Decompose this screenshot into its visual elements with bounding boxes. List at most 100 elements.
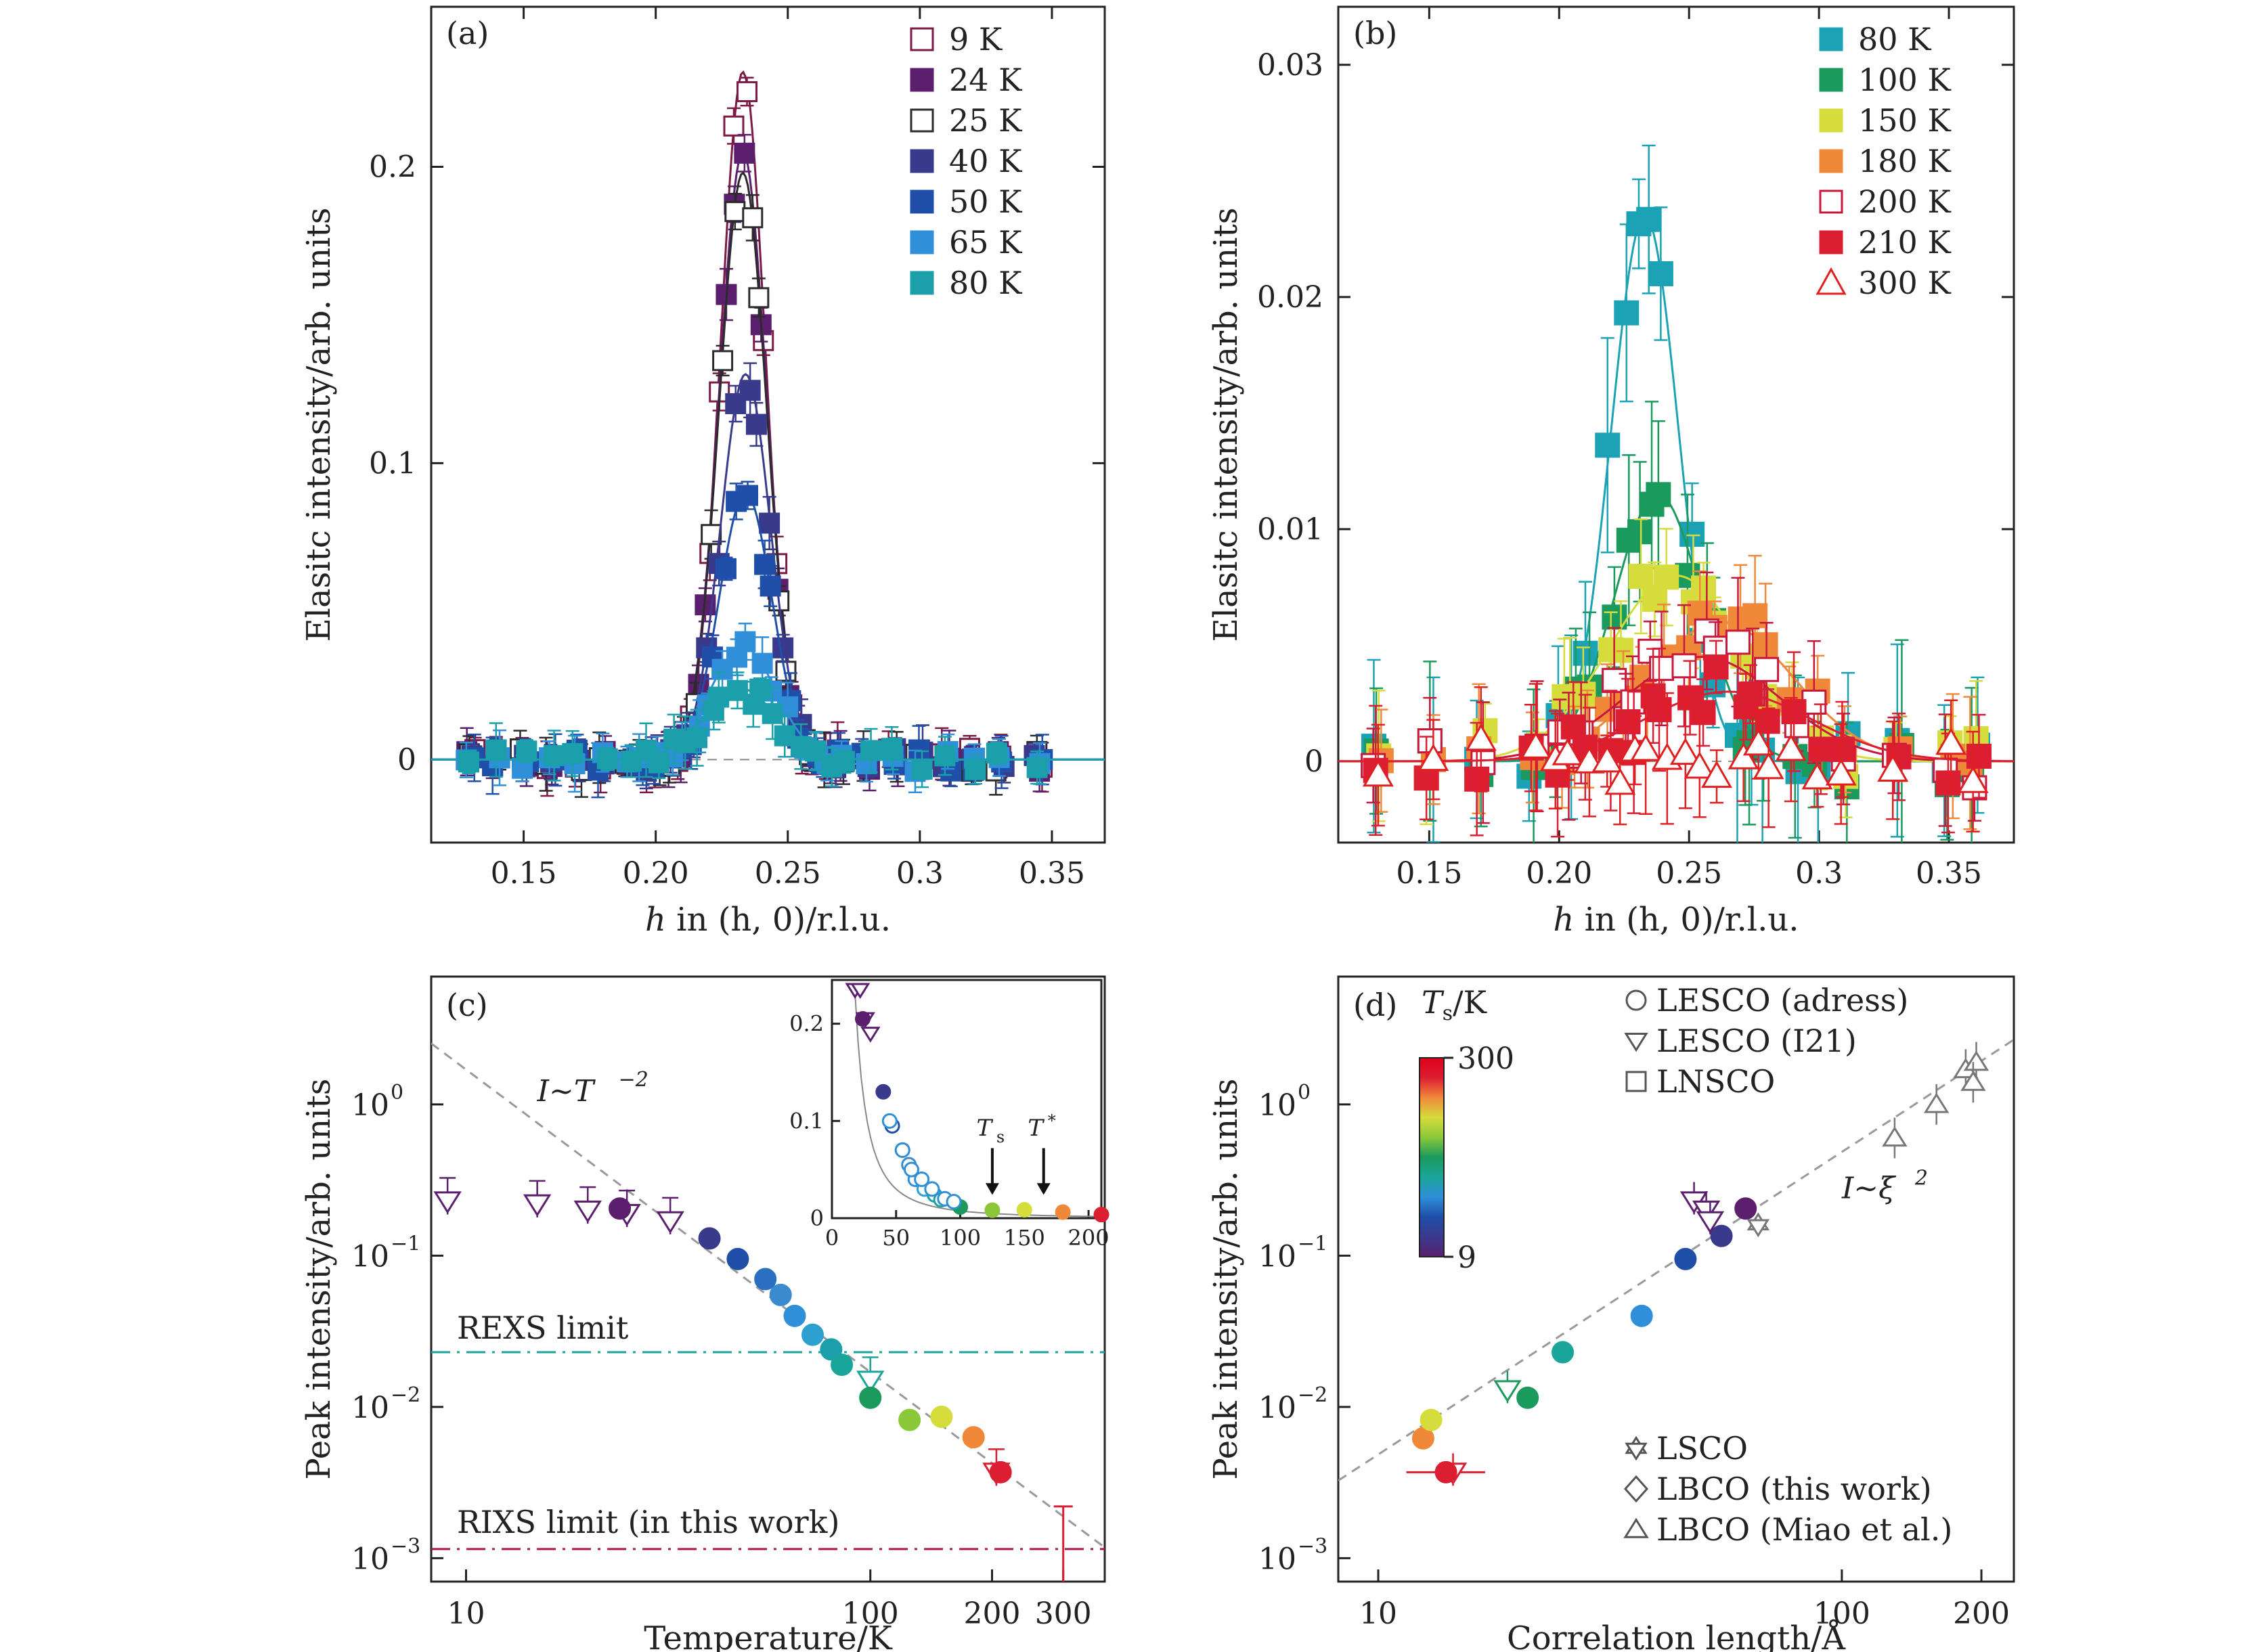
legend-label: LBCO (this work)	[1656, 1471, 1932, 1507]
data-point	[934, 745, 956, 767]
data-point	[1417, 728, 1443, 754]
colorbar	[1419, 1057, 1445, 1257]
data-point	[859, 1386, 882, 1409]
x-tick-label: 0.25	[1656, 856, 1722, 891]
data-point	[1669, 737, 1701, 765]
data-point	[856, 1370, 885, 1393]
data-point	[881, 738, 902, 759]
y-tick-label: 10	[351, 1239, 389, 1274]
data-point	[1595, 432, 1621, 458]
data-point	[1465, 723, 1497, 751]
data-point	[748, 287, 770, 309]
data-point	[1646, 482, 1671, 508]
data-point	[860, 740, 882, 761]
data-point	[715, 558, 736, 579]
data-point	[924, 1181, 940, 1197]
legend-marker	[1819, 108, 1843, 133]
x-tick-label: 200	[1953, 1597, 2010, 1631]
plot-area	[1338, 144, 2014, 843]
y-tick-label: 0.02	[1257, 280, 1323, 315]
legend-label: 24 K	[949, 62, 1023, 98]
y-tick-exponent: −2	[391, 1383, 420, 1407]
y-tick-label: 10	[1258, 1239, 1296, 1274]
legend-marker	[910, 230, 934, 254]
inset-data-point	[850, 983, 871, 1000]
plot-frame	[1337, 975, 2015, 1583]
data-point	[1026, 757, 1048, 778]
data-point	[724, 201, 746, 223]
x-tick-label: 200	[964, 1597, 1021, 1631]
data-point	[965, 759, 986, 780]
data-point	[911, 759, 933, 780]
data-point	[1093, 1207, 1109, 1223]
data-point	[723, 115, 745, 137]
data-point	[1627, 519, 1653, 545]
data-point	[1734, 1197, 1757, 1220]
legend-label: 80 K	[949, 265, 1023, 301]
x-axis-label: Correlation length/Å	[1507, 1619, 1846, 1652]
y-tick-label: 0	[397, 742, 416, 777]
data-point	[1882, 1126, 1908, 1147]
rexs-limit-label: REXS limit	[457, 1310, 629, 1346]
y-tick-label: 10	[351, 1391, 389, 1425]
legend-label: 150 K	[1858, 102, 1952, 139]
inset-x-tick-label: 200	[1068, 1225, 1109, 1251]
data-point	[833, 751, 855, 772]
y-axis-label: Elasitc intensity/arb. units	[1207, 208, 1245, 642]
data-point	[1679, 521, 1705, 547]
data-point	[1710, 1224, 1733, 1247]
panel-b: 0.15 0.20 0.25 0.3 0.35 0 0.01 0.02 0.03 (b) h in …	[1207, 5, 2015, 939]
data-point	[1684, 751, 1715, 779]
colorbar-title-sub: s	[1443, 1002, 1453, 1025]
data-point	[656, 1211, 684, 1234]
data-point	[946, 1194, 962, 1210]
y-axis-label: Peak intensity/arb. units	[1207, 1079, 1245, 1480]
data-point	[1516, 1386, 1539, 1409]
data-point	[1754, 656, 1780, 682]
data-point	[1691, 575, 1717, 601]
legend-marker	[1625, 989, 1647, 1011]
data-point	[596, 748, 618, 769]
data-point	[458, 751, 479, 773]
y-tick-label: 0.03	[1257, 48, 1323, 83]
power-law-label: I~ξ	[1841, 1171, 1897, 1205]
colorbar-title-unit: /K	[1453, 984, 1487, 1021]
data-point	[1411, 1427, 1434, 1450]
data-point	[881, 1113, 898, 1129]
panel-a: 0.15 0.20 0.25 0.3 0.35 0 0.1 0.2 (a) h in (h, 0)…	[300, 5, 1106, 939]
legend-label: 100 K	[1858, 62, 1952, 98]
legend-label: 80 K	[1858, 21, 1932, 58]
legend-marker	[910, 27, 934, 51]
data-point	[1671, 653, 1697, 679]
data-point	[1630, 1304, 1653, 1327]
x-tick-label: 100	[1813, 1597, 1870, 1631]
legend-label: 50 K	[949, 183, 1023, 220]
data-point	[1742, 603, 1768, 629]
data-point	[1963, 1050, 1989, 1071]
x-tick-label: 0.20	[623, 856, 689, 891]
colorbar-max-label: 300	[1457, 1042, 1514, 1076]
temperature-arrowhead	[1036, 1183, 1051, 1195]
data-point	[875, 1084, 892, 1100]
legend-label: LBCO (Miao et al.)	[1656, 1511, 1952, 1548]
x-tick-label: 300	[1035, 1597, 1092, 1631]
x-tick-label: 0.25	[755, 856, 821, 891]
data-point	[854, 1010, 871, 1027]
y-axis-label: Peak intensity/arb. units	[300, 1079, 338, 1480]
colorbar-min-label: 9	[1457, 1241, 1476, 1275]
data-point	[726, 679, 748, 701]
data-point	[636, 739, 657, 761]
data-point	[1801, 762, 1833, 790]
data-point	[1690, 700, 1716, 725]
data-point	[726, 1247, 749, 1270]
y-tick-label: 0.2	[369, 150, 416, 184]
legend-marker	[1819, 27, 1843, 51]
data-point	[1700, 760, 1732, 788]
inset-y-tick-label: 0	[810, 1205, 824, 1231]
data-point	[986, 742, 1007, 764]
rixs-limit-label: RIXS limit (in this work)	[457, 1504, 839, 1540]
legend-marker	[1623, 1517, 1649, 1538]
